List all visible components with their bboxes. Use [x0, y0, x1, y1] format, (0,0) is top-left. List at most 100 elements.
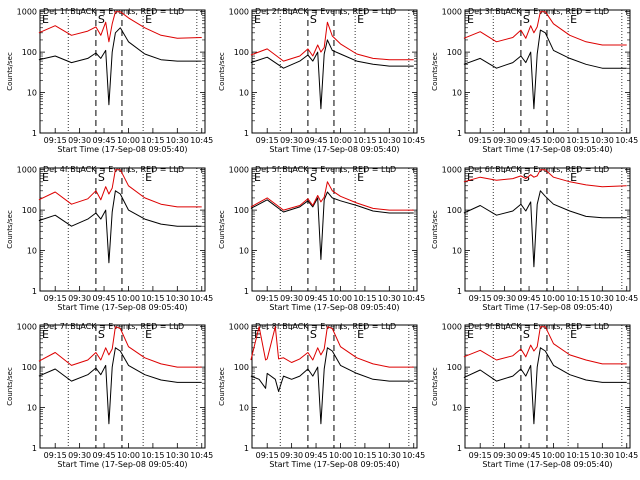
panel-title: Det 2f BLACK = Events, RED = LLD — [255, 7, 396, 16]
x-tick-label: 09:30 — [493, 136, 516, 145]
y-tick-label: 1000 — [229, 323, 249, 332]
x-tick-label: 10:30 — [166, 451, 189, 460]
series-events-line — [250, 347, 414, 425]
y-tick-label: 1 — [244, 287, 249, 296]
x-tick-label: 10:00 — [542, 451, 565, 460]
series-lld-line — [38, 326, 202, 368]
marker-label-e-0: E — [467, 328, 474, 341]
y-tick-label: 1 — [457, 444, 462, 453]
x-tick-label: 10:15 — [353, 451, 376, 460]
marker-label-e-0: E — [42, 13, 49, 26]
x-tick-label: 10:00 — [329, 451, 352, 460]
x-tick-label: 10:00 — [329, 294, 352, 303]
x-tick-label: 10:15 — [141, 451, 164, 460]
y-tick-label: 10 — [239, 404, 249, 413]
series-events-line — [38, 190, 202, 264]
series-lld-line — [463, 326, 627, 365]
y-axis-label: Counts/sec — [218, 52, 226, 91]
x-tick-label: 09:30 — [280, 451, 303, 460]
y-tick-label: 1 — [32, 129, 37, 138]
marker-label-e-2: E — [570, 171, 577, 184]
x-tick-label: 09:45 — [518, 136, 541, 145]
marker-label-e-0: E — [42, 171, 49, 184]
x-tick-label: 10:00 — [542, 294, 565, 303]
x-tick-label: 10:45 — [190, 294, 213, 303]
plot-frame — [251, 324, 418, 449]
y-tick-label: 10 — [239, 247, 249, 256]
y-tick-label: 10 — [452, 247, 462, 256]
x-tick-label: 10:15 — [566, 294, 589, 303]
y-tick-label: 10 — [27, 404, 37, 413]
marker-label-e-0: E — [42, 328, 49, 341]
x-tick-label: 09:30 — [68, 294, 91, 303]
y-tick-label: 1 — [32, 444, 37, 453]
y-tick-label: 10 — [452, 404, 462, 413]
panel-title: Det 4f BLACK = Events, RED = LLD — [43, 165, 184, 174]
x-tick-label: 09:15 — [469, 294, 492, 303]
x-tick-label: 09:45 — [518, 451, 541, 460]
panel-title: Det 6f BLACK = Events, RED = LLD — [468, 165, 609, 174]
x-axis-label: Start Time (17-Sep-08 09:05:40) — [482, 460, 612, 469]
y-axis-label: Counts/sec — [6, 210, 14, 249]
x-tick-label: 09:30 — [280, 136, 303, 145]
x-tick-label: 10:45 — [402, 451, 425, 460]
x-axis-label: Start Time (17-Sep-08 09:05:40) — [269, 303, 399, 312]
plot-frame — [464, 9, 631, 134]
y-tick-label: 100 — [234, 363, 249, 372]
x-tick-label: 09:15 — [256, 136, 279, 145]
x-tick-label: 10:45 — [615, 136, 638, 145]
panel-title: Det 9f BLACK = Events, RED = LLD — [468, 322, 609, 331]
y-tick-label: 100 — [447, 48, 462, 57]
x-tick-label: 10:00 — [329, 136, 352, 145]
x-tick-label: 09:30 — [493, 294, 516, 303]
y-tick-label: 1 — [244, 129, 249, 138]
marker-label-s-1: S — [98, 171, 105, 184]
y-tick-label: 1000 — [442, 8, 462, 17]
marker-label-e-2: E — [357, 328, 364, 341]
y-tick-label: 1000 — [442, 166, 462, 175]
y-tick-label: 100 — [22, 206, 37, 215]
panel-title: Det 1f BLACK = Events, RED = LLD — [43, 7, 184, 16]
x-axis-label: Start Time (17-Sep-08 09:05:40) — [482, 145, 612, 154]
series-lld-line — [38, 169, 202, 208]
plot-frame — [39, 167, 206, 292]
plot-frame — [251, 9, 418, 134]
x-tick-label: 09:15 — [44, 451, 67, 460]
x-tick-label: 10:15 — [141, 294, 164, 303]
marker-label-e-2: E — [145, 13, 152, 26]
panel-title: Det 7f BLACK = Events, RED = LLD — [43, 322, 184, 331]
x-tick-label: 10:15 — [353, 136, 376, 145]
y-axis-label: Counts/sec — [431, 367, 439, 406]
y-tick-label: 1000 — [229, 8, 249, 17]
series-lld-line — [250, 181, 414, 211]
x-tick-label: 10:00 — [117, 294, 140, 303]
marker-label-s-1: S — [310, 171, 317, 184]
marker-label-e-2: E — [357, 171, 364, 184]
x-tick-label: 10:00 — [117, 136, 140, 145]
x-tick-label: 10:30 — [378, 136, 401, 145]
y-tick-label: 100 — [447, 206, 462, 215]
marker-label-s-1: S — [310, 328, 317, 341]
x-tick-label: 09:45 — [305, 451, 328, 460]
y-tick-label: 10 — [239, 89, 249, 98]
y-tick-label: 100 — [22, 363, 37, 372]
x-tick-label: 09:45 — [305, 294, 328, 303]
series-lld-line — [250, 326, 414, 368]
x-tick-label: 10:45 — [402, 136, 425, 145]
marker-label-e-2: E — [570, 328, 577, 341]
y-tick-label: 100 — [447, 363, 462, 372]
plot-frame — [464, 167, 631, 292]
panel-title: Det 5f BLACK = Events, RED = LLD — [255, 165, 396, 174]
plot-frame — [39, 324, 206, 449]
y-axis-label: Counts/sec — [218, 210, 226, 249]
panel-title: Det 3f BLACK = Events, RED = LLD — [468, 7, 609, 16]
x-tick-label: 10:15 — [566, 136, 589, 145]
x-tick-label: 09:45 — [93, 294, 116, 303]
series-events-line — [38, 347, 202, 425]
